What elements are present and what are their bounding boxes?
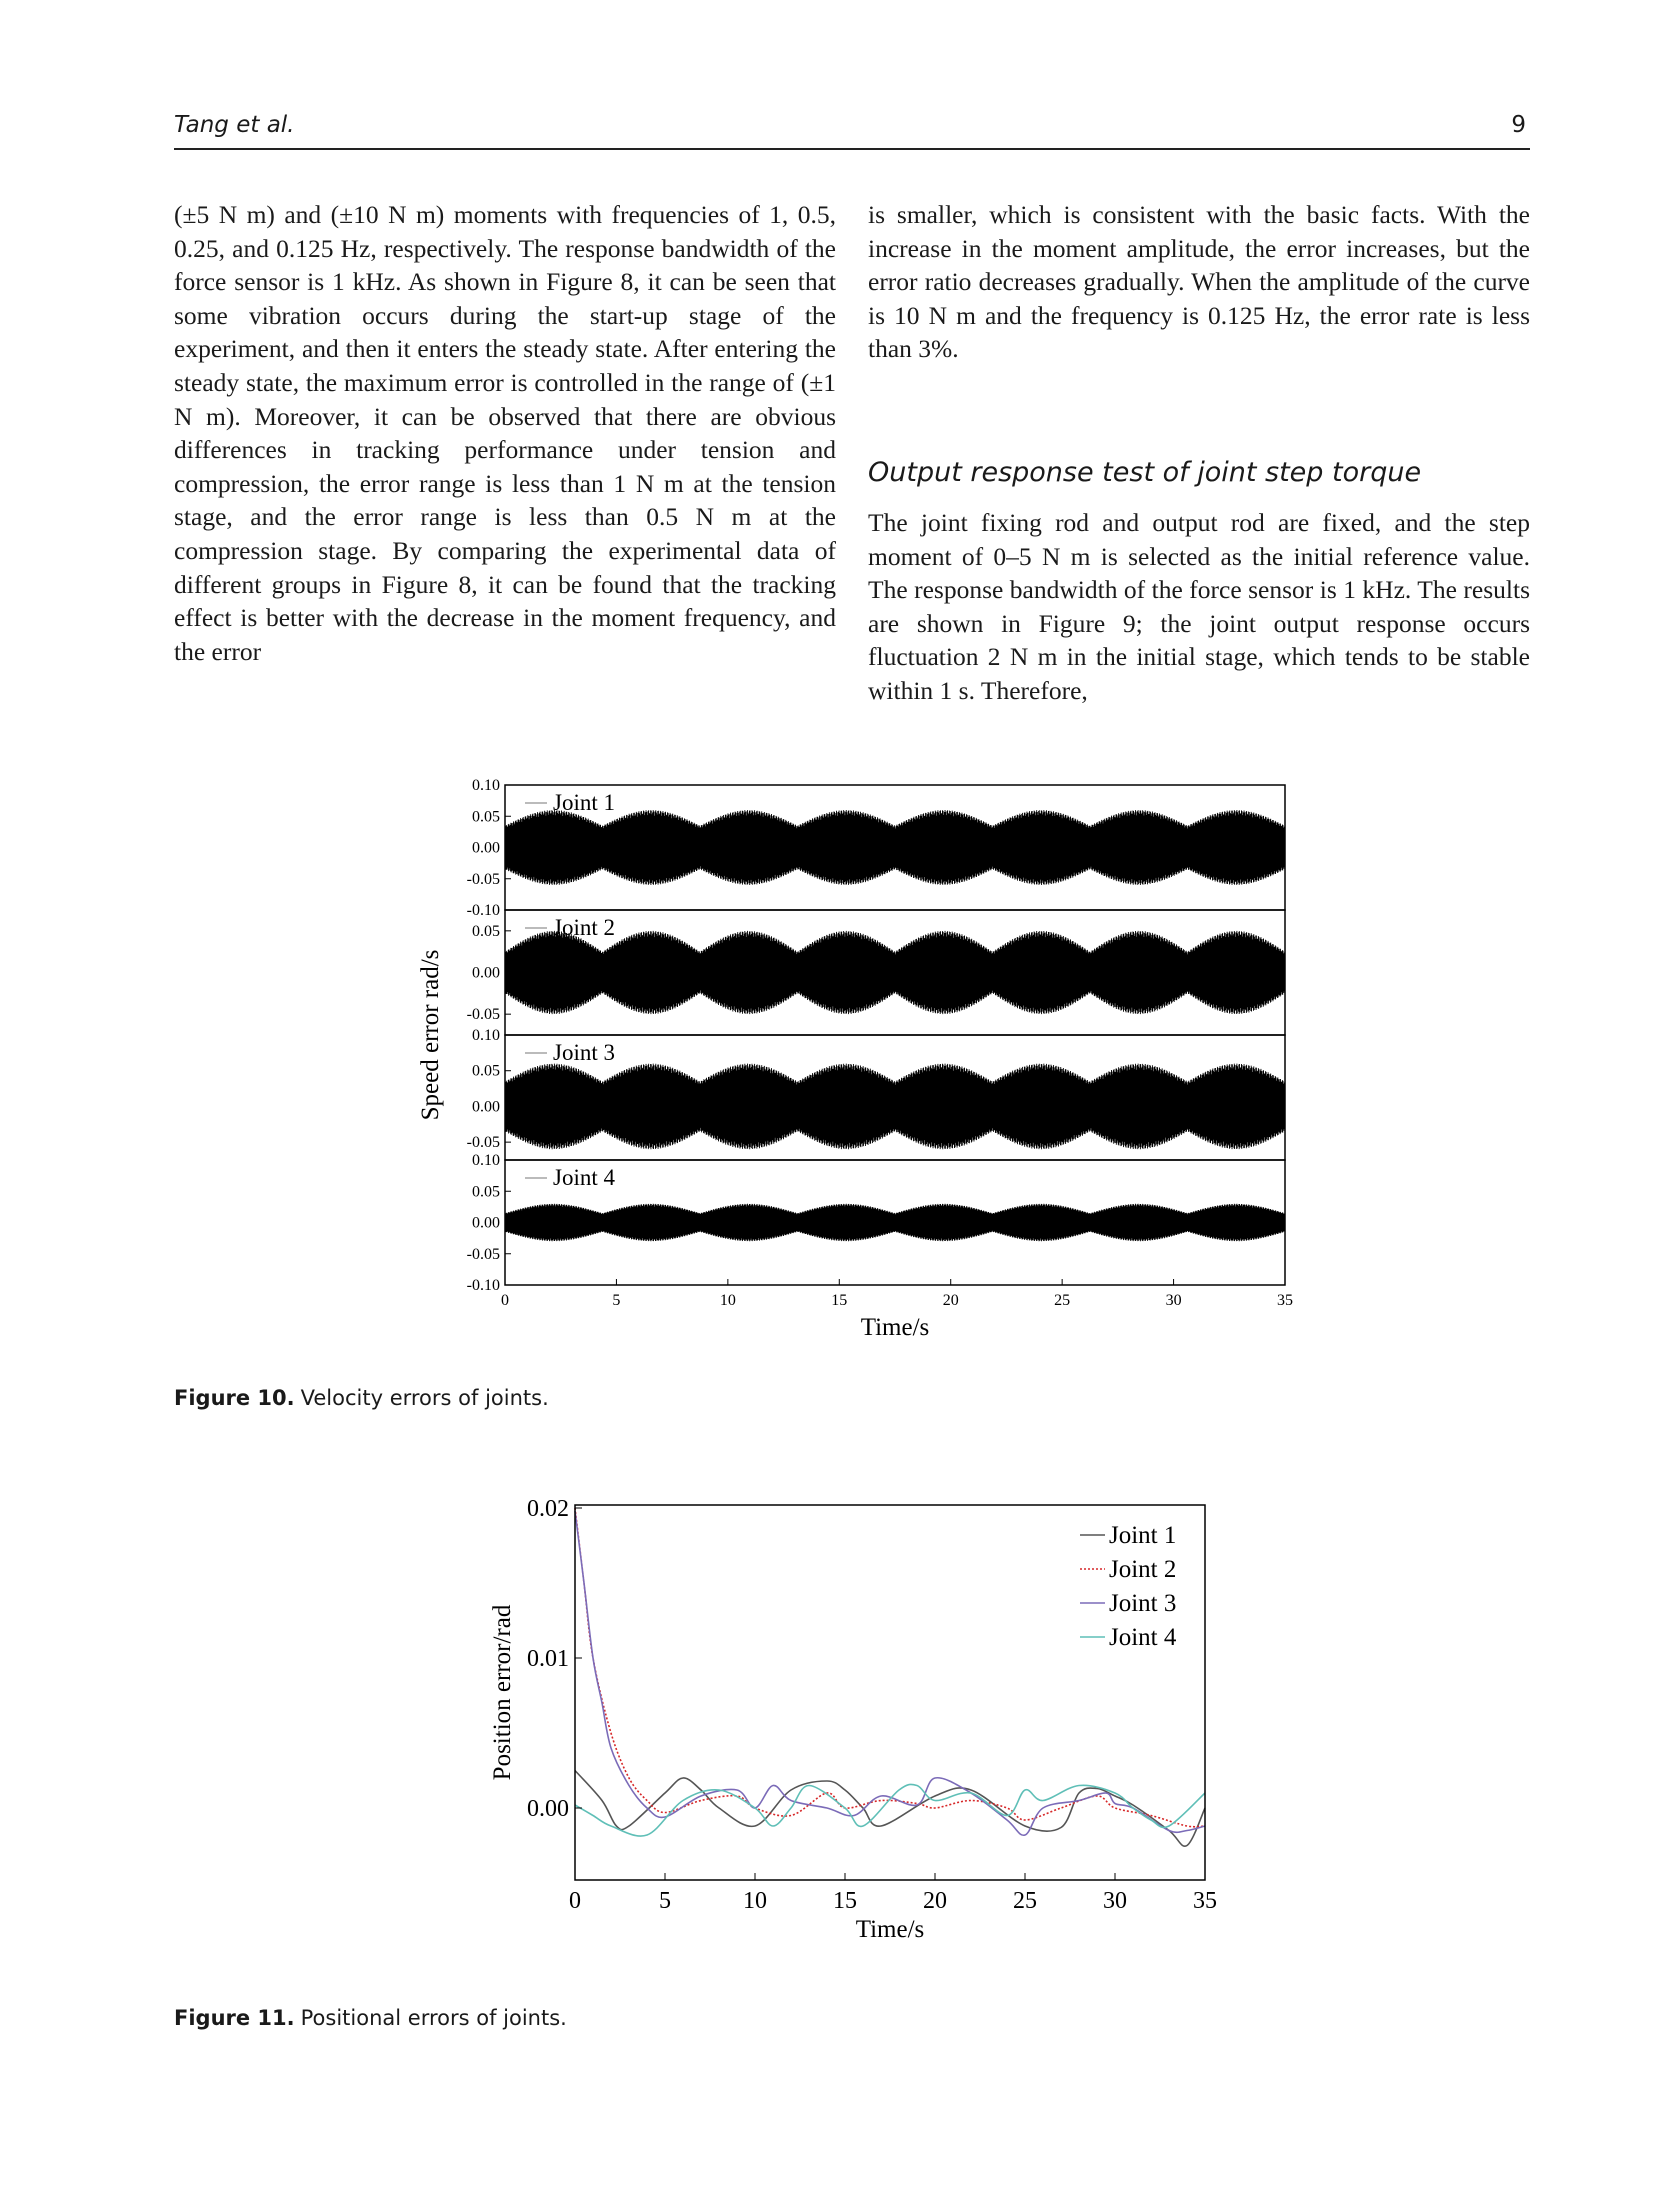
x-tick-label: 35 — [1277, 1292, 1293, 1309]
x-axis-label: Time/s — [856, 1916, 925, 1943]
x-tick-label: 35 — [1193, 1888, 1217, 1914]
figure-11-caption-text: Positional errors of joints. — [300, 2006, 567, 2030]
x-tick-label: 20 — [923, 1888, 947, 1914]
x-tick-label: 10 — [720, 1292, 736, 1309]
position-series-joint-2 — [574, 1507, 1206, 1828]
x-tick-label: 20 — [943, 1292, 959, 1309]
y-tick-label: -0.05 — [467, 871, 500, 888]
position-series-joint-4 — [574, 1783, 1206, 1837]
section-gap — [868, 366, 1530, 456]
velocity-trace-joint-1 — [504, 810, 1286, 885]
y-tick-label: 0.00 — [472, 1098, 500, 1115]
y-tick-label: 0.02 — [527, 1496, 569, 1522]
figure-10-label: Figure 10. — [174, 1386, 295, 1410]
legend-label: Joint 3 — [1109, 1590, 1176, 1617]
x-tick-label: 10 — [743, 1888, 767, 1914]
y-tick-label: -0.05 — [467, 1006, 500, 1023]
velocity-trace-joint-3 — [504, 1063, 1286, 1150]
y-tick-label: -0.10 — [467, 902, 500, 919]
y-tick-label: 0.10 — [472, 1027, 500, 1044]
y-tick-label: 0.00 — [472, 1215, 500, 1232]
legend-label: Joint 2 — [1109, 1556, 1176, 1583]
x-tick-label: 30 — [1166, 1292, 1182, 1309]
x-tick-label: 0 — [569, 1888, 581, 1914]
x-tick-label: 15 — [831, 1292, 847, 1309]
page-number: 9 — [1511, 112, 1526, 138]
legend-label: Joint 1 — [1109, 1522, 1176, 1549]
right-column: is smaller, which is consistent with the… — [868, 198, 1530, 708]
velocity-panel-joint-1: 0.10 0.05 0.00 -0.05 -0.10 Joint 1 — [467, 777, 1286, 919]
left-paragraph: (±5 N m) and (±10 N m) moments with freq… — [174, 200, 836, 666]
x-tick-label: 5 — [659, 1888, 671, 1914]
y-tick-label: 0.00 — [527, 1796, 569, 1822]
right-paragraph-1: is smaller, which is consistent with the… — [868, 200, 1530, 364]
x-tick-label: 15 — [833, 1888, 857, 1914]
y-tick-label: 0.10 — [472, 777, 500, 794]
legend-label: Joint 2 — [553, 915, 615, 940]
figure-10-chart: 0.10 0.05 0.00 -0.05 -0.10 Joint 1 0.05 0.00 -0.… — [417, 777, 1293, 1341]
y-tick-label: 0.05 — [472, 808, 500, 825]
y-tick-label: -0.05 — [467, 1134, 500, 1151]
y-tick-label: -0.10 — [467, 1277, 500, 1294]
x-tick-label: 25 — [1013, 1888, 1037, 1914]
y-tick-label: 0.05 — [472, 1183, 500, 1200]
x-tick-label: 0 — [501, 1292, 509, 1309]
figure-10: 0.10 0.05 0.00 -0.05 -0.10 Joint 1 0.05 0.00 -0.… — [400, 770, 1320, 1365]
figure-11: 0.02 0.01 0.00 0 5 10 15 20 25 30 35 Time/s Position… — [470, 1490, 1250, 1995]
running-head-author: Tang et al. — [174, 112, 295, 138]
position-series-joint-1 — [574, 1769, 1206, 1847]
y-tick-label: -0.05 — [467, 1246, 500, 1263]
figure-10-caption: Figure 10. Velocity errors of joints. — [174, 1386, 549, 1410]
section-heading: Output response test of joint step torqu… — [868, 456, 1422, 488]
running-head: Tang et al. 9 — [174, 112, 1530, 150]
legend-label: Joint 4 — [553, 1165, 615, 1190]
x-axis-label: Time/s — [861, 1314, 930, 1341]
legend-label: Joint 3 — [553, 1040, 615, 1065]
velocity-trace-joint-4 — [504, 1203, 1286, 1242]
y-tick-label: 0.01 — [527, 1646, 569, 1672]
y-tick-label: 0.00 — [472, 965, 500, 982]
plot-frame — [574, 1504, 1206, 1881]
figure-10-caption-text: Velocity errors of joints. — [300, 1386, 549, 1410]
y-axis-label: Position error/rad — [489, 1604, 516, 1780]
figure-11-chart: 0.02 0.01 0.00 0 5 10 15 20 25 30 35 Time/s Position… — [489, 1496, 1217, 1943]
legend-label: Joint 1 — [553, 790, 615, 815]
x-tick-label: 5 — [612, 1292, 620, 1309]
y-tick-label: 0.00 — [472, 840, 500, 857]
y-tick-label: 0.05 — [472, 1063, 500, 1080]
position-series-joint-3 — [574, 1510, 1206, 1837]
y-tick-label: 0.10 — [472, 1152, 500, 1169]
velocity-panel-joint-4: 0.10 0.05 0.00 -0.05 -0.10 Joint 4 — [467, 1152, 1286, 1294]
figure-11-label: Figure 11. — [174, 2006, 295, 2030]
left-column: (±5 N m) and (±10 N m) moments with freq… — [174, 198, 836, 668]
y-tick-label: 0.05 — [472, 923, 500, 940]
figure-11-caption: Figure 11. Positional errors of joints. — [174, 2006, 567, 2030]
velocity-panel-joint-3: 0.10 0.05 0.00 -0.05 Joint 3 — [467, 1027, 1286, 1161]
x-tick-label: 25 — [1054, 1292, 1070, 1309]
legend-label: Joint 4 — [1109, 1624, 1177, 1651]
velocity-trace-joint-2 — [504, 930, 1286, 1015]
right-paragraph-2: The joint fixing rod and output rod are … — [868, 507, 1530, 705]
x-tick-label: 30 — [1103, 1888, 1127, 1914]
velocity-panel-joint-2: 0.05 0.00 -0.05 Joint 2 — [467, 909, 1286, 1036]
y-axis-label: Speed error rad/s — [417, 950, 444, 1121]
